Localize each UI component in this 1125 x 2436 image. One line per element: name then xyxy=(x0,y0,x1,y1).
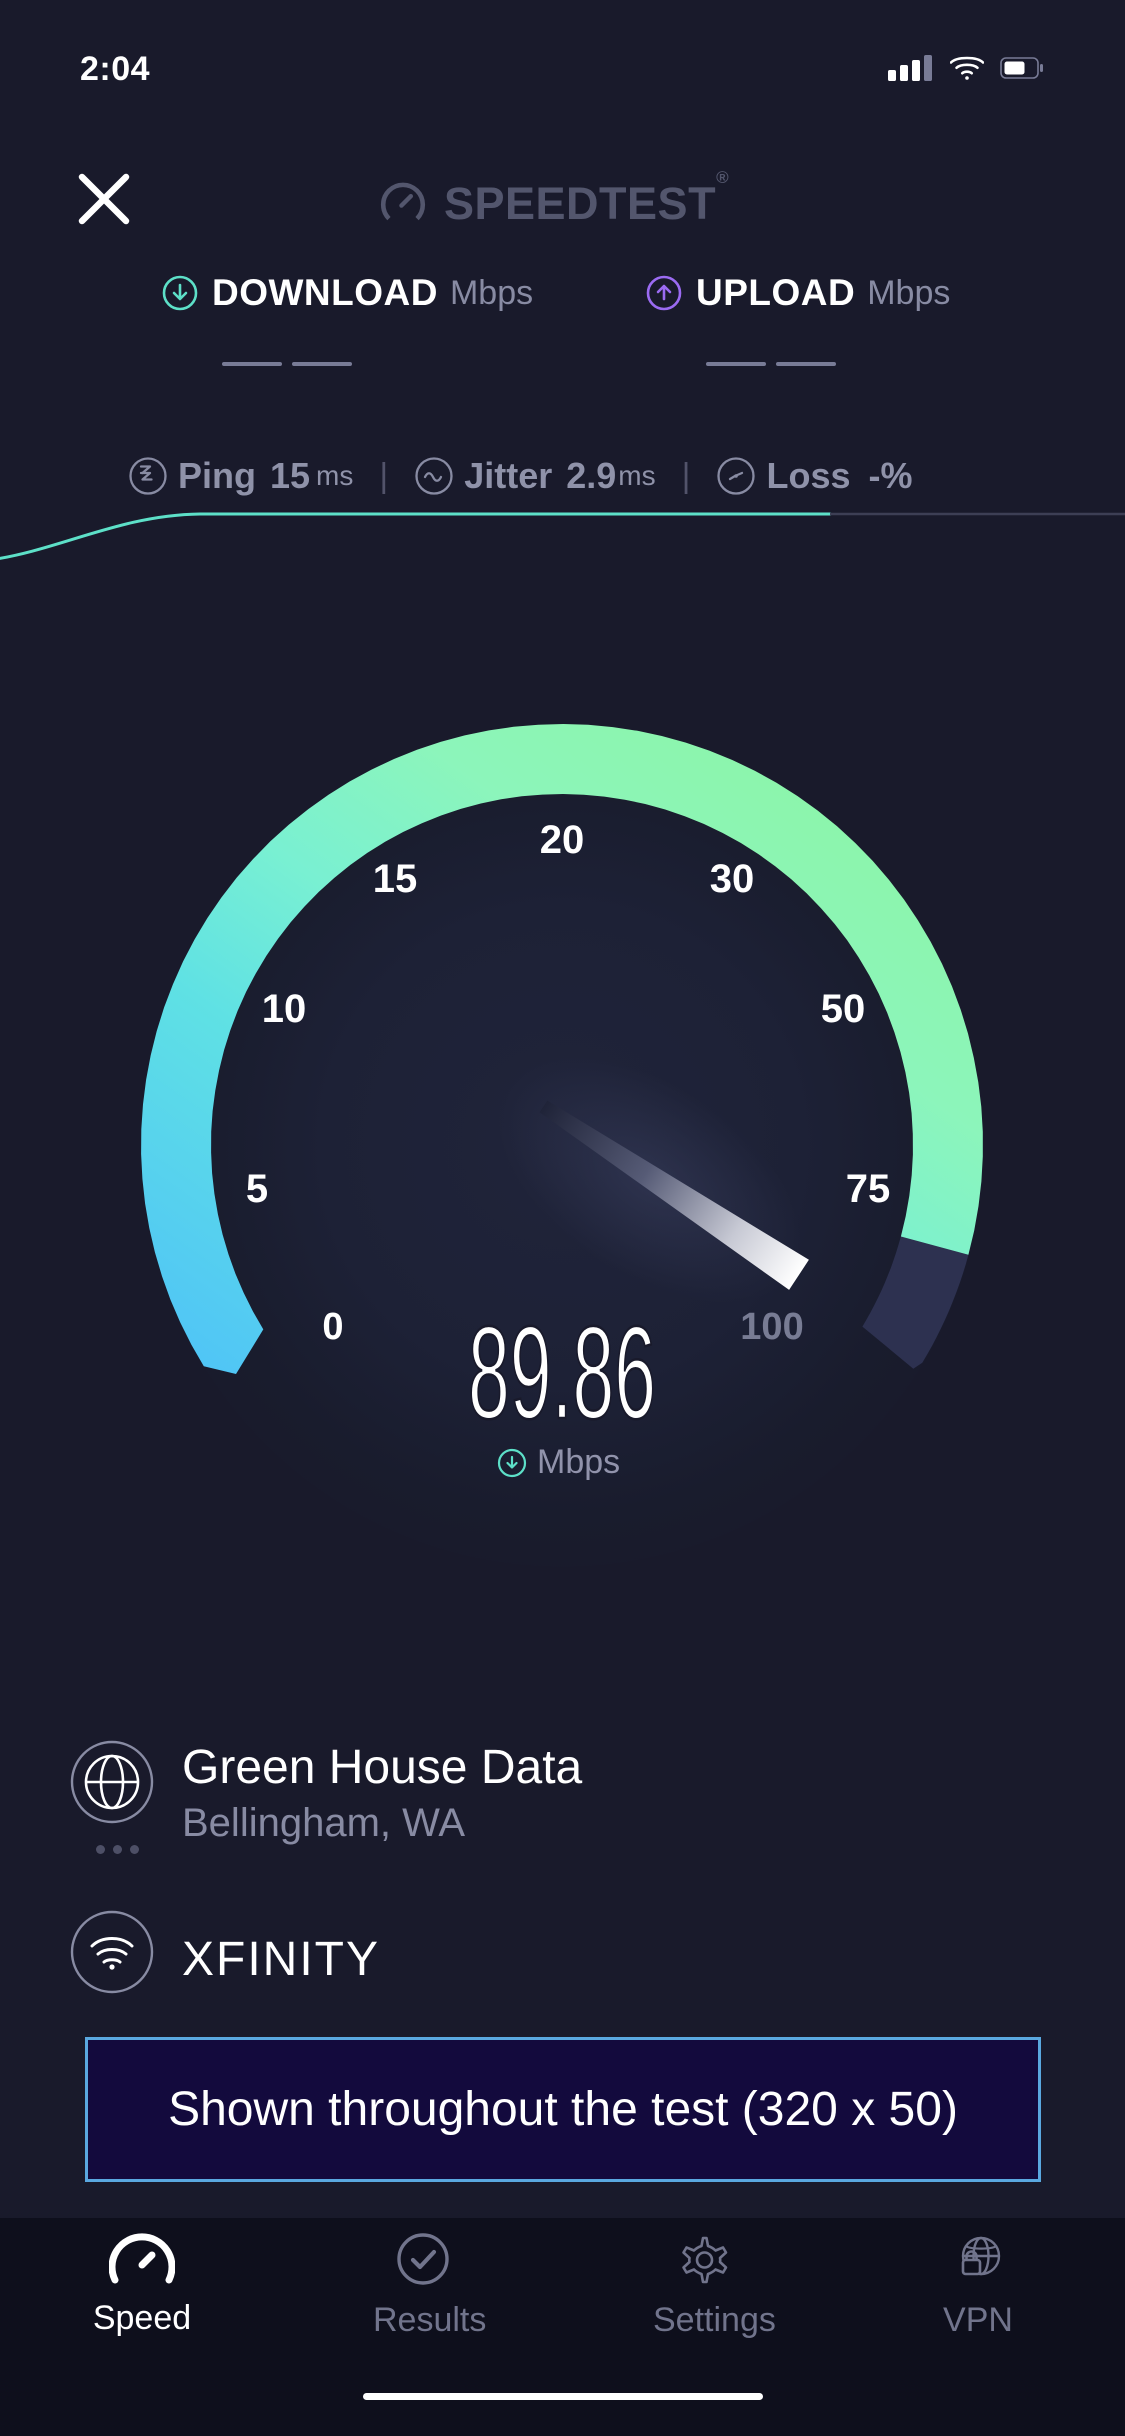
svg-text:100: 100 xyxy=(740,1306,803,1348)
svg-text:15: 15 xyxy=(373,857,418,901)
svg-text:20: 20 xyxy=(540,818,585,862)
svg-text:5: 5 xyxy=(246,1167,268,1211)
svg-text:89.86: 89.86 xyxy=(468,1299,656,1446)
svg-text:50: 50 xyxy=(821,987,866,1031)
svg-text:0: 0 xyxy=(322,1306,343,1348)
svg-text:75: 75 xyxy=(846,1167,891,1211)
svg-text:30: 30 xyxy=(710,857,755,901)
svg-text:10: 10 xyxy=(262,987,307,1031)
